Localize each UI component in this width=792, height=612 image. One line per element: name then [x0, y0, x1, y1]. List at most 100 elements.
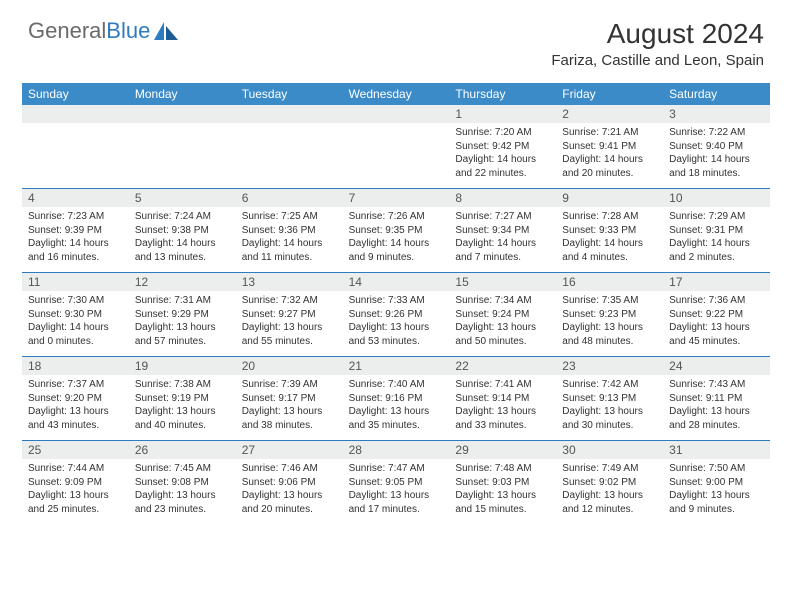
logo-text-gray: General [28, 18, 106, 43]
logo-text: GeneralBlue [28, 18, 150, 44]
daylight-text: Daylight: 13 hours and 43 minutes. [28, 405, 123, 432]
sunrise-text: Sunrise: 7:47 AM [349, 462, 444, 476]
sunset-text: Sunset: 9:35 PM [349, 224, 444, 238]
weekday-header: Friday [556, 83, 663, 105]
day-cell: Sunrise: 7:46 AMSunset: 9:06 PMDaylight:… [236, 459, 343, 524]
daylight-text: Daylight: 13 hours and 55 minutes. [242, 321, 337, 348]
sunrise-text: Sunrise: 7:48 AM [455, 462, 550, 476]
day-cell [343, 123, 450, 188]
logo-text-blue: Blue [106, 18, 150, 43]
sunset-text: Sunset: 9:23 PM [562, 308, 657, 322]
sunset-text: Sunset: 9:19 PM [135, 392, 230, 406]
sunrise-text: Sunrise: 7:42 AM [562, 378, 657, 392]
day-cell: Sunrise: 7:50 AMSunset: 9:00 PMDaylight:… [663, 459, 770, 524]
sunrise-text: Sunrise: 7:44 AM [28, 462, 123, 476]
day-number: 19 [129, 356, 236, 375]
day-number [343, 105, 450, 123]
daylight-text: Daylight: 13 hours and 57 minutes. [135, 321, 230, 348]
sunrise-text: Sunrise: 7:26 AM [349, 210, 444, 224]
day-cell: Sunrise: 7:28 AMSunset: 9:33 PMDaylight:… [556, 207, 663, 272]
sunset-text: Sunset: 9:11 PM [669, 392, 764, 406]
day-cell: Sunrise: 7:45 AMSunset: 9:08 PMDaylight:… [129, 459, 236, 524]
daylight-text: Daylight: 13 hours and 25 minutes. [28, 489, 123, 516]
daylight-text: Daylight: 13 hours and 33 minutes. [455, 405, 550, 432]
day-cell: Sunrise: 7:30 AMSunset: 9:30 PMDaylight:… [22, 291, 129, 356]
day-number: 23 [556, 356, 663, 375]
sunset-text: Sunset: 9:39 PM [28, 224, 123, 238]
calendar-grid: 123Sunrise: 7:20 AMSunset: 9:42 PMDaylig… [22, 105, 770, 524]
day-cell [22, 123, 129, 188]
sunrise-text: Sunrise: 7:25 AM [242, 210, 337, 224]
sunrise-text: Sunrise: 7:41 AM [455, 378, 550, 392]
sunset-text: Sunset: 9:42 PM [455, 140, 550, 154]
day-cell: Sunrise: 7:29 AMSunset: 9:31 PMDaylight:… [663, 207, 770, 272]
sunset-text: Sunset: 9:05 PM [349, 476, 444, 490]
sunrise-text: Sunrise: 7:50 AM [669, 462, 764, 476]
logo: GeneralBlue [28, 18, 178, 44]
sunset-text: Sunset: 9:33 PM [562, 224, 657, 238]
daylight-text: Daylight: 13 hours and 30 minutes. [562, 405, 657, 432]
sunrise-text: Sunrise: 7:29 AM [669, 210, 764, 224]
sunrise-text: Sunrise: 7:21 AM [562, 126, 657, 140]
day-cell: Sunrise: 7:38 AMSunset: 9:19 PMDaylight:… [129, 375, 236, 440]
day-number: 5 [129, 188, 236, 207]
day-number: 9 [556, 188, 663, 207]
day-number: 2 [556, 105, 663, 123]
day-cell: Sunrise: 7:37 AMSunset: 9:20 PMDaylight:… [22, 375, 129, 440]
sunset-text: Sunset: 9:08 PM [135, 476, 230, 490]
sunset-text: Sunset: 9:02 PM [562, 476, 657, 490]
title-block: August 2024 Fariza, Castille and Leon, S… [551, 18, 764, 69]
day-number: 24 [663, 356, 770, 375]
sunrise-text: Sunrise: 7:30 AM [28, 294, 123, 308]
day-cell: Sunrise: 7:31 AMSunset: 9:29 PMDaylight:… [129, 291, 236, 356]
day-number: 27 [236, 440, 343, 459]
sunrise-text: Sunrise: 7:49 AM [562, 462, 657, 476]
day-number: 6 [236, 188, 343, 207]
day-number: 12 [129, 272, 236, 291]
day-cell: Sunrise: 7:32 AMSunset: 9:27 PMDaylight:… [236, 291, 343, 356]
daylight-text: Daylight: 13 hours and 9 minutes. [669, 489, 764, 516]
sunrise-text: Sunrise: 7:45 AM [135, 462, 230, 476]
month-title: August 2024 [551, 18, 764, 50]
daylight-text: Daylight: 13 hours and 40 minutes. [135, 405, 230, 432]
day-cell: Sunrise: 7:25 AMSunset: 9:36 PMDaylight:… [236, 207, 343, 272]
day-cell [236, 123, 343, 188]
weekday-header: Tuesday [236, 83, 343, 105]
daylight-text: Daylight: 14 hours and 7 minutes. [455, 237, 550, 264]
day-cell: Sunrise: 7:36 AMSunset: 9:22 PMDaylight:… [663, 291, 770, 356]
day-cell: Sunrise: 7:26 AMSunset: 9:35 PMDaylight:… [343, 207, 450, 272]
day-cell: Sunrise: 7:43 AMSunset: 9:11 PMDaylight:… [663, 375, 770, 440]
day-cell: Sunrise: 7:39 AMSunset: 9:17 PMDaylight:… [236, 375, 343, 440]
day-number: 8 [449, 188, 556, 207]
sunrise-text: Sunrise: 7:23 AM [28, 210, 123, 224]
day-number: 10 [663, 188, 770, 207]
sunset-text: Sunset: 9:20 PM [28, 392, 123, 406]
day-cell: Sunrise: 7:24 AMSunset: 9:38 PMDaylight:… [129, 207, 236, 272]
calendar: Sunday Monday Tuesday Wednesday Thursday… [22, 83, 770, 524]
day-number: 3 [663, 105, 770, 123]
sunset-text: Sunset: 9:03 PM [455, 476, 550, 490]
daylight-text: Daylight: 13 hours and 15 minutes. [455, 489, 550, 516]
day-cell: Sunrise: 7:42 AMSunset: 9:13 PMDaylight:… [556, 375, 663, 440]
day-cell: Sunrise: 7:27 AMSunset: 9:34 PMDaylight:… [449, 207, 556, 272]
weekday-header: Sunday [22, 83, 129, 105]
daylight-text: Daylight: 13 hours and 50 minutes. [455, 321, 550, 348]
sunrise-text: Sunrise: 7:35 AM [562, 294, 657, 308]
sunset-text: Sunset: 9:13 PM [562, 392, 657, 406]
day-number: 13 [236, 272, 343, 291]
sunset-text: Sunset: 9:41 PM [562, 140, 657, 154]
day-number: 14 [343, 272, 450, 291]
day-number: 31 [663, 440, 770, 459]
sunset-text: Sunset: 9:38 PM [135, 224, 230, 238]
day-number: 30 [556, 440, 663, 459]
sunset-text: Sunset: 9:00 PM [669, 476, 764, 490]
day-cell: Sunrise: 7:44 AMSunset: 9:09 PMDaylight:… [22, 459, 129, 524]
day-cell: Sunrise: 7:47 AMSunset: 9:05 PMDaylight:… [343, 459, 450, 524]
day-number: 7 [343, 188, 450, 207]
day-cell: Sunrise: 7:40 AMSunset: 9:16 PMDaylight:… [343, 375, 450, 440]
sunset-text: Sunset: 9:34 PM [455, 224, 550, 238]
day-number [129, 105, 236, 123]
sunset-text: Sunset: 9:31 PM [669, 224, 764, 238]
daylight-text: Daylight: 13 hours and 12 minutes. [562, 489, 657, 516]
sunset-text: Sunset: 9:27 PM [242, 308, 337, 322]
